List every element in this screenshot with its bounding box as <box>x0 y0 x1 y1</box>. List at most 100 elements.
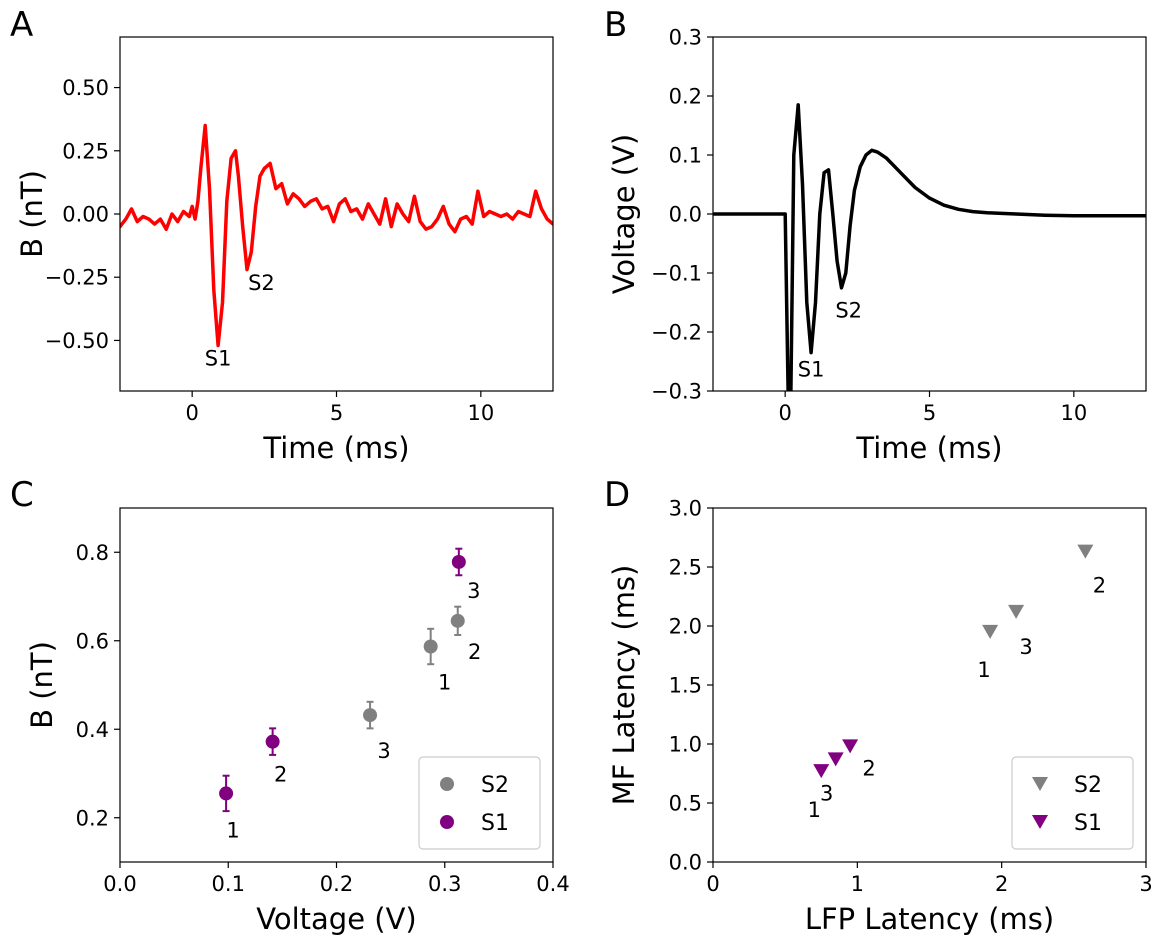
panel-letter: A <box>10 5 33 45</box>
y-tick-label: 0.0 <box>669 203 702 227</box>
legend-label: S1 <box>1074 811 1102 836</box>
y-axis-label: B (nT) <box>25 641 59 729</box>
x-tick-label: 0.1 <box>212 872 245 896</box>
data-point <box>363 708 378 723</box>
point-label: 2 <box>274 763 287 787</box>
x-tick-label: 0.0 <box>103 872 136 896</box>
peak-annotation: S1 <box>205 347 232 371</box>
x-tick-label: 3 <box>1139 872 1152 896</box>
peak-annotation: S1 <box>798 357 825 381</box>
y-tick-label: 0.6 <box>76 629 109 653</box>
y-tick-label: 3.0 <box>669 497 702 521</box>
y-axis-label: Voltage (V) <box>607 134 641 294</box>
point-label: 1 <box>438 671 451 695</box>
y-tick-label: 1.0 <box>669 733 702 757</box>
data-point <box>1077 544 1094 559</box>
y-tick-label: 0.3 <box>669 26 702 50</box>
x-tick-label: 5 <box>330 401 343 425</box>
point-label: 3 <box>1019 635 1032 659</box>
data-point <box>450 613 465 628</box>
y-tick-label: −0.1 <box>651 262 702 286</box>
legend-label: S2 <box>481 773 509 798</box>
series-line <box>713 103 1146 391</box>
y-tick-label: 2.0 <box>669 615 702 639</box>
series-line <box>120 123 553 348</box>
legend-label: S2 <box>1074 773 1102 798</box>
data-point <box>451 554 466 569</box>
legend-label: S1 <box>481 811 509 836</box>
point-label: 1 <box>226 818 239 842</box>
point-label: 2 <box>1093 574 1106 598</box>
data-point <box>423 639 438 654</box>
point-label: 1 <box>808 798 821 822</box>
x-tick-label: 0 <box>778 401 791 425</box>
x-tick-label: 0 <box>706 872 719 896</box>
y-tick-label: 0.1 <box>669 144 702 168</box>
y-tick-label: 0.2 <box>669 85 702 109</box>
y-tick-label: 0.0 <box>669 851 702 875</box>
point-label: 1 <box>977 658 990 682</box>
point-label: 3 <box>820 781 833 805</box>
data-point <box>813 764 830 779</box>
panel-letter: D <box>604 475 630 515</box>
point-label: 3 <box>467 579 480 603</box>
data-point <box>982 624 999 639</box>
y-tick-label: −0.25 <box>45 266 109 290</box>
panel-letter: C <box>10 475 34 515</box>
x-tick-label: 0.2 <box>320 872 353 896</box>
x-tick-label: 1 <box>851 872 864 896</box>
y-tick-label: 0.2 <box>76 806 109 830</box>
data-point <box>842 739 859 754</box>
y-tick-label: −0.3 <box>651 380 702 404</box>
data-point <box>1008 604 1025 619</box>
data-point <box>265 734 280 749</box>
x-axis-label: Time (ms) <box>262 431 409 465</box>
plot-area <box>813 544 1094 779</box>
legend: S2 S1 <box>1011 756 1134 850</box>
x-axis-label: LFP Latency (ms) <box>805 902 1054 936</box>
panel-b: B S1 S2 0 5 10 −0.3 −0.2 −0.1 0.0 0.1 0.2 0.3 Time (m… <box>604 5 1147 465</box>
legend-marker <box>1032 777 1048 791</box>
y-tick-label: 0.4 <box>76 718 109 742</box>
data-point <box>827 752 844 767</box>
point-label: 2 <box>468 640 481 664</box>
x-axis-label: Voltage (V) <box>256 902 416 936</box>
x-tick-label: 10 <box>1060 401 1087 425</box>
x-axis-label: Time (ms) <box>855 431 1002 465</box>
y-tick-label: −0.50 <box>45 329 109 353</box>
y-tick-label: 0.00 <box>62 203 109 227</box>
data-point <box>219 786 234 801</box>
x-tick-label: 5 <box>923 401 936 425</box>
point-label: 3 <box>377 739 390 763</box>
y-tick-label: 0.8 <box>76 541 109 565</box>
y-tick-label: 0.25 <box>62 139 109 163</box>
point-label: 2 <box>862 756 875 780</box>
peak-annotation: S2 <box>835 298 862 322</box>
x-tick-label: 2 <box>995 872 1008 896</box>
plot-area <box>120 123 553 348</box>
legend-frame <box>1011 756 1134 850</box>
panel-letter: B <box>604 5 627 45</box>
y-tick-label: 1.5 <box>669 674 702 698</box>
panel-a: A S1 S2 0 5 10 −0.50 −0.25 0.00 0.25 0.50 Time (ms)… <box>10 5 554 465</box>
x-tick-label: 0.4 <box>536 872 569 896</box>
x-tick-label: 0.3 <box>428 872 461 896</box>
x-tick-label: 0 <box>185 401 198 425</box>
plot-area <box>713 103 1146 391</box>
legend-marker <box>440 777 454 791</box>
y-axis-label: MF Latency (ms) <box>607 565 641 806</box>
legend-marker <box>440 815 454 829</box>
plot-area <box>219 547 466 813</box>
y-axis-label: B (nT) <box>15 170 49 258</box>
x-tick-label: 10 <box>467 401 494 425</box>
y-tick-label: −0.2 <box>651 321 702 345</box>
legend: S2 S1 <box>418 756 541 850</box>
legend-frame <box>418 756 541 850</box>
y-tick-label: 2.5 <box>669 556 702 580</box>
peak-annotation: S2 <box>248 271 275 295</box>
y-tick-label: 0.5 <box>669 792 702 816</box>
legend-marker <box>1032 815 1048 829</box>
